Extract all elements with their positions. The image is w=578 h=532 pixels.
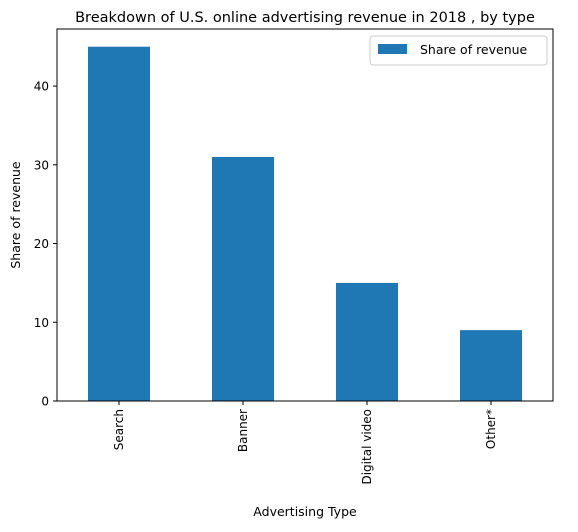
- bars-layer: [88, 46, 522, 402]
- bar-other: [460, 330, 522, 401]
- x-tick-label: Banner: [236, 409, 250, 452]
- x-axis-label: Advertising Type: [253, 504, 357, 519]
- x-tick-label: Search: [112, 409, 126, 450]
- y-tick-label: 30: [34, 158, 49, 172]
- bar-search: [88, 46, 150, 402]
- legend: Share of revenue: [369, 35, 548, 66]
- legend-frame: [369, 35, 548, 66]
- y-tick-label: 40: [34, 80, 49, 94]
- bar-digital-video: [336, 282, 398, 401]
- legend-swatch: [378, 44, 407, 54]
- plot-frame: [56, 28, 554, 402]
- legend-label: Share of revenue: [420, 42, 528, 57]
- y-tick-label: 0: [41, 395, 49, 409]
- chart-title: Breakdown of U.S. online advertising rev…: [75, 10, 535, 26]
- y-tick-label: 20: [34, 237, 49, 251]
- y-axis-label: Share of revenue: [8, 161, 23, 269]
- x-tick-label: Digital video: [360, 409, 374, 485]
- bar-banner: [212, 156, 274, 401]
- y-axis-ticks: 0 10 20 30 40: [34, 80, 57, 409]
- y-tick-label: 10: [34, 316, 49, 330]
- x-tick-label: Other*: [484, 409, 498, 449]
- x-axis-ticks: Search Banner Digital video Other*: [112, 401, 498, 485]
